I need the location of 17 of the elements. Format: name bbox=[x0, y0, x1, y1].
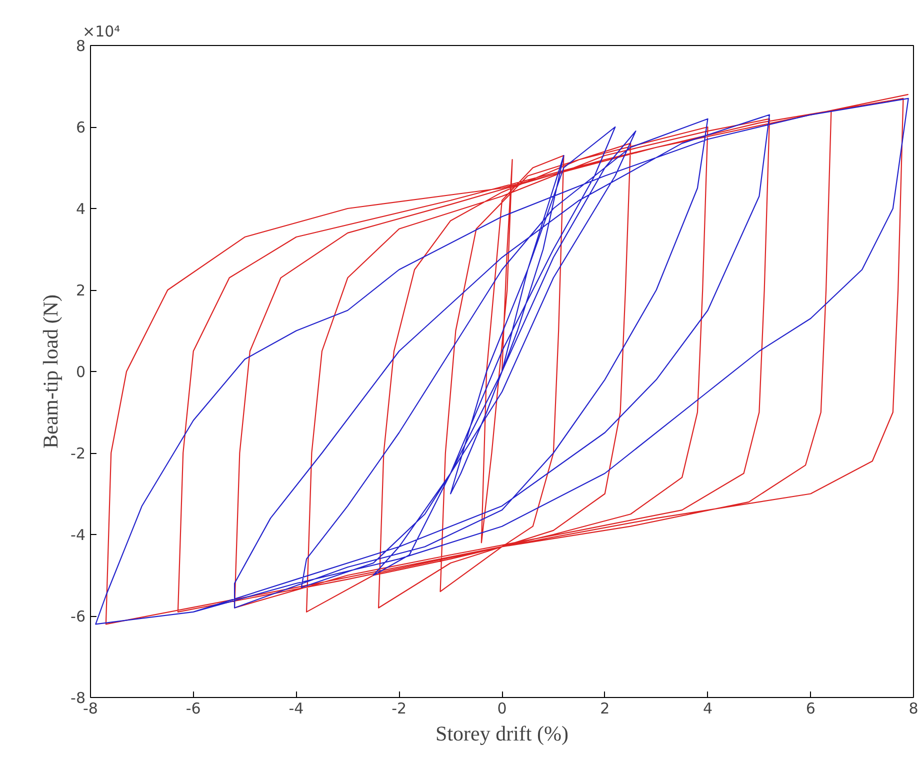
x-tick-label: 6 bbox=[806, 700, 816, 718]
x-tick-label: 2 bbox=[600, 700, 610, 718]
y-tick-label: 0 bbox=[76, 363, 86, 381]
x-tick-label: 0 bbox=[497, 700, 507, 718]
y-tick-label: 2 bbox=[76, 282, 86, 300]
y-tick-label: -6 bbox=[70, 608, 86, 626]
y-axis-title: Beam-tip load (N) bbox=[38, 294, 63, 448]
y-tick-label: 6 bbox=[76, 118, 86, 136]
x-tick-label: 4 bbox=[702, 700, 713, 718]
x-tick-label: 8 bbox=[908, 700, 918, 718]
x-tick-label: -6 bbox=[186, 700, 201, 718]
x-axis-title: Storey drift (%) bbox=[436, 722, 568, 746]
y-tick-label: 4 bbox=[76, 200, 86, 218]
x-tick-label: -2 bbox=[392, 700, 407, 718]
x-tick-label: -4 bbox=[288, 700, 304, 718]
y-tick-label: -2 bbox=[70, 444, 86, 462]
y-tick-label: -4 bbox=[70, 526, 86, 544]
